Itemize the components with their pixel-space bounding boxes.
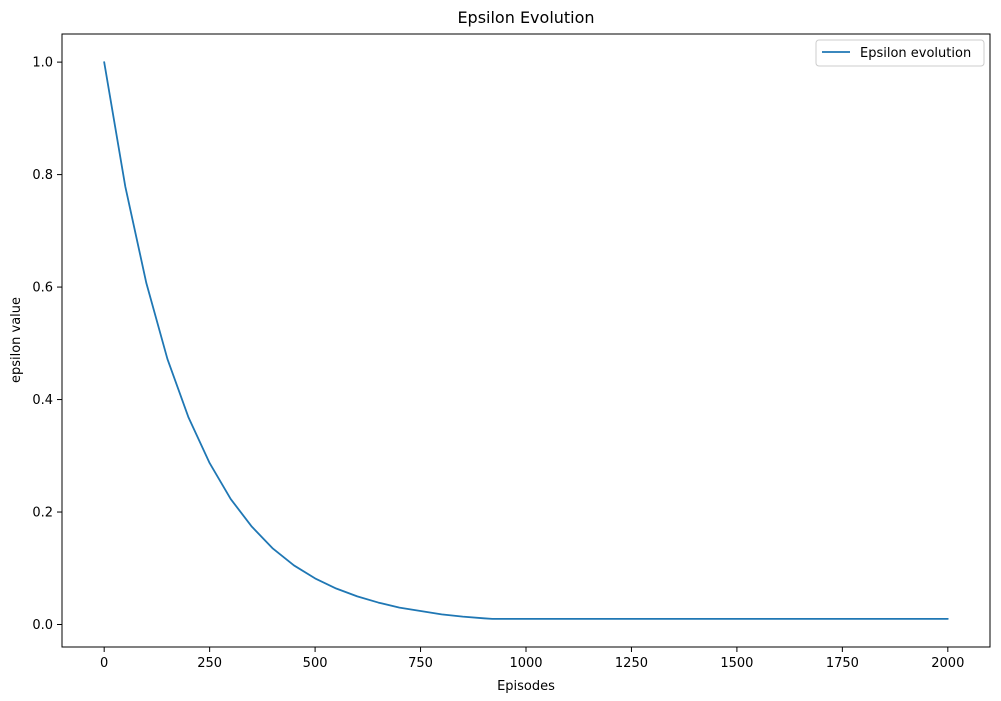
x-tick-label: 1250 xyxy=(615,656,648,671)
series-line-epsilon-evolution xyxy=(103,61,949,620)
y-tick-label: 0.8 xyxy=(32,168,53,183)
legend: Epsilon evolution xyxy=(815,39,985,67)
y-tick-label: 0.0 xyxy=(32,618,53,633)
y-tick-label: 0.6 xyxy=(32,281,53,296)
y-tick-label: 0.2 xyxy=(32,506,53,521)
x-axis-ticks: 0 250 500 750 1000 1250 1500 1750 2000 xyxy=(100,647,964,671)
plot-area xyxy=(62,34,990,647)
chart-title: Epsilon Evolution xyxy=(457,8,594,27)
x-tick-label: 1000 xyxy=(509,656,542,671)
legend-box xyxy=(815,39,985,67)
x-tick-label: 2000 xyxy=(931,656,964,671)
x-tick-label: 1500 xyxy=(720,656,753,671)
x-tick-label: 750 xyxy=(408,656,433,671)
x-tick-label: 500 xyxy=(303,656,328,671)
x-tick-label: 1750 xyxy=(826,656,859,671)
y-tick-label: 1.0 xyxy=(32,56,53,71)
y-axis-label: epsilon value xyxy=(9,297,24,383)
x-axis-label: Episodes xyxy=(497,679,555,694)
x-tick-label: 0 xyxy=(100,656,108,671)
y-tick-label: 0.4 xyxy=(32,393,53,408)
plot-frame xyxy=(61,33,991,648)
legend-label-epsilon-evolution: Epsilon evolution xyxy=(860,46,971,61)
y-axis-ticks: 0.0 0.2 0.4 0.6 0.8 1.0 xyxy=(32,56,62,633)
x-tick-label: 250 xyxy=(197,656,222,671)
